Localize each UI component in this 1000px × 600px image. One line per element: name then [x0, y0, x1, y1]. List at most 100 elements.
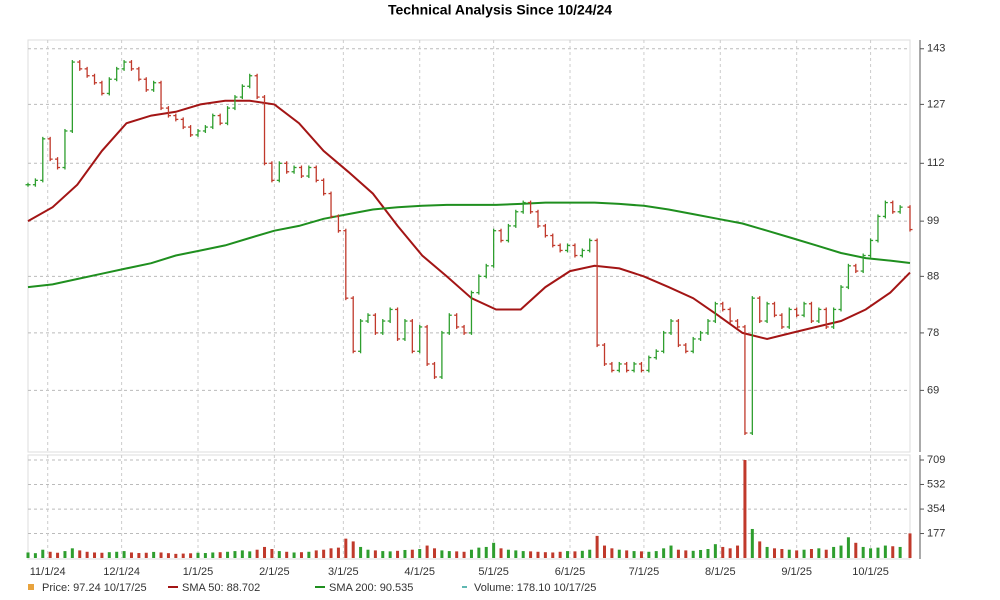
y-tick-label: 69 — [927, 384, 939, 396]
price-bar — [653, 349, 659, 360]
volume-bar — [455, 551, 459, 558]
price-bar — [439, 330, 445, 379]
volume-bar — [691, 550, 695, 558]
price-bar — [158, 80, 164, 111]
price-bar — [432, 361, 438, 379]
volume-bar — [447, 551, 451, 558]
price-bar — [786, 307, 792, 329]
volume-bar — [248, 551, 252, 558]
price-bar — [742, 324, 748, 436]
volume-bar — [263, 546, 267, 558]
volume-bar — [795, 550, 799, 558]
price-bar — [498, 228, 504, 243]
x-tick-label: 12/1/24 — [103, 566, 140, 578]
price-bar — [587, 238, 593, 253]
price-bar — [306, 165, 312, 179]
volume-bar — [336, 547, 340, 558]
price-bar — [372, 313, 378, 335]
volume-bar — [159, 552, 163, 558]
volume-bar — [425, 545, 429, 558]
price-bar — [395, 307, 401, 341]
volume-bar — [477, 547, 481, 558]
y-tick-label: 709 — [927, 454, 945, 466]
sma-line — [27, 99, 911, 341]
x-tick-label: 2/1/25 — [259, 566, 290, 578]
price-bar — [579, 248, 585, 258]
price-bar — [335, 214, 341, 233]
price-bar — [136, 66, 142, 82]
price-bar — [727, 307, 733, 324]
volume-bar — [639, 551, 643, 558]
volume-bar — [107, 552, 111, 558]
volume-bar — [122, 551, 126, 558]
price-bar — [99, 80, 105, 96]
price-bar — [661, 330, 667, 354]
volume-bar — [588, 549, 592, 558]
volume-panel — [27, 454, 911, 560]
price-bar — [845, 263, 851, 290]
price-bar — [631, 361, 637, 373]
y-tick-label: 99 — [927, 215, 939, 227]
volume-bar — [388, 551, 392, 558]
volume-bar — [469, 549, 473, 558]
price-bar — [794, 307, 800, 318]
volume-bar — [721, 546, 725, 558]
volume-bar — [772, 548, 776, 558]
volume-bar — [499, 548, 503, 558]
volume-bar — [610, 548, 614, 558]
x-tick-label: 1/1/25 — [183, 566, 214, 578]
price-bar — [180, 117, 186, 130]
price-bar — [602, 343, 608, 366]
volume-bar — [373, 550, 377, 558]
volume-bar — [514, 550, 518, 558]
price-bar — [350, 296, 356, 354]
y-tick-label: 78 — [927, 327, 939, 339]
price-bar — [454, 313, 460, 329]
volume-bar — [617, 549, 621, 558]
price-bar — [520, 200, 526, 214]
volume-bar — [551, 552, 555, 558]
price-bar — [565, 243, 571, 253]
price-bar — [483, 263, 489, 279]
volume-bar — [292, 552, 296, 558]
volume-bar — [56, 552, 60, 558]
price-bar — [387, 307, 393, 324]
price-bar — [84, 66, 90, 78]
price-bar — [402, 319, 408, 341]
price-panel — [27, 39, 911, 453]
volume-bar — [366, 549, 370, 558]
price-bar — [616, 361, 622, 373]
volume-bar — [603, 545, 607, 558]
volume-bar — [809, 549, 813, 558]
price-bar — [572, 243, 578, 258]
price-bar — [446, 313, 452, 335]
volume-bar — [573, 551, 577, 558]
price-bar — [528, 200, 534, 214]
price-bar — [62, 128, 68, 170]
price-bar — [239, 84, 245, 100]
volume-bar — [632, 551, 636, 558]
volume-bar — [824, 549, 828, 558]
price-bar — [816, 307, 822, 324]
volume-bar — [728, 548, 732, 558]
y-tick-label: 177 — [927, 527, 945, 539]
price-bar — [801, 301, 807, 318]
price-bar — [594, 238, 600, 348]
price-bar — [47, 136, 53, 162]
volume-bar — [410, 549, 414, 558]
price-bar — [749, 296, 755, 436]
y-tick-label: 112 — [927, 157, 945, 169]
price-bar — [868, 238, 874, 258]
price-bar — [173, 113, 179, 122]
price-bar — [491, 228, 497, 268]
legend-label: Volume: 178.10 10/17/25 — [474, 582, 596, 594]
x-tick-label: 3/1/25 — [328, 566, 359, 578]
volume-bar — [765, 546, 769, 558]
price-bar — [128, 60, 134, 71]
price-bar — [247, 73, 253, 89]
volume-bar — [137, 553, 141, 558]
price-bar — [764, 301, 770, 324]
volume-bar — [750, 528, 754, 558]
volume-bar — [129, 552, 133, 558]
volume-bar — [144, 552, 148, 558]
